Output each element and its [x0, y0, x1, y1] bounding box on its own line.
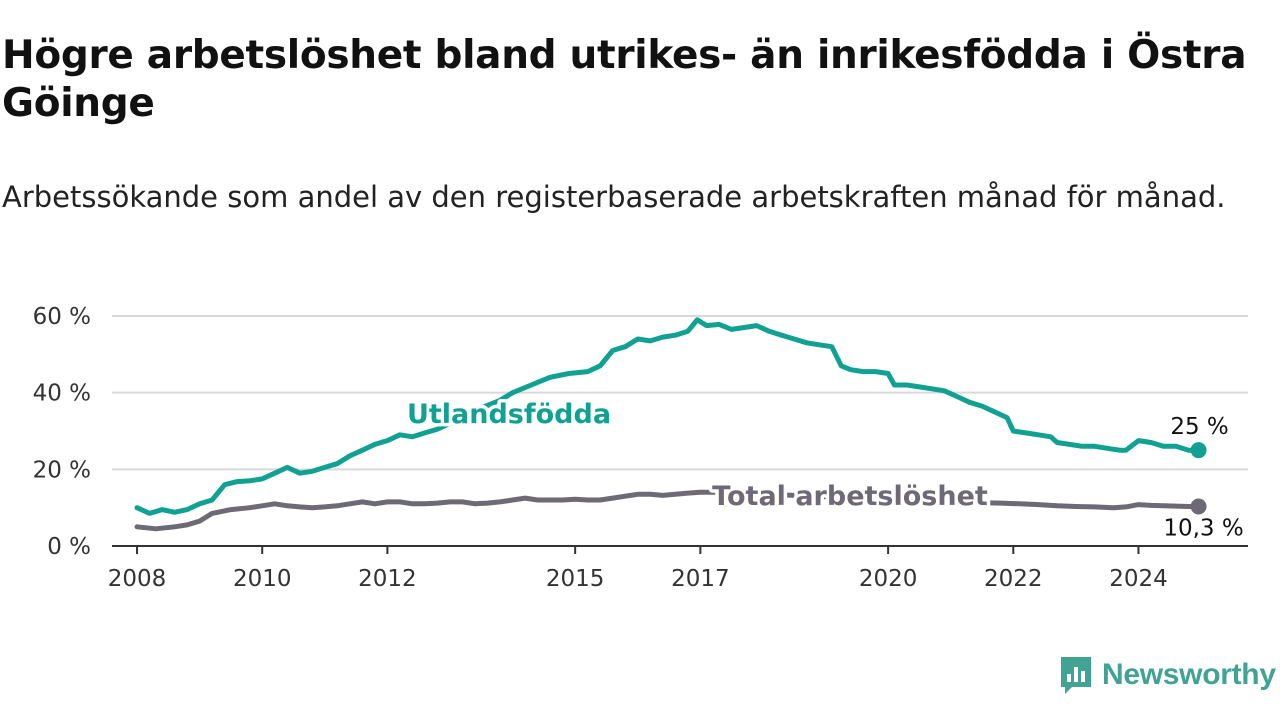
series-line-utlandsfodda — [134, 317, 1202, 516]
x-tick-label: 2024 — [1109, 566, 1168, 592]
series-label-total: Total arbetslöshet — [712, 481, 988, 512]
chart-title: Högre arbetslöshet bland utrikes- än inr… — [2, 33, 1247, 126]
newsworthy-logo-icon — [1061, 657, 1091, 694]
grid-lines — [112, 315, 1248, 471]
x-tick-label: 2010 — [233, 566, 292, 592]
x-tick-label: 2008 — [108, 566, 167, 592]
y-tick-label: 20 % — [33, 457, 91, 483]
y-axis-tick-labels: 0 % 20 % 40 % 60 % — [33, 304, 91, 560]
end-value-label-utlandsfodda: 25 % — [1170, 414, 1228, 440]
y-tick-label: 0 % — [47, 534, 91, 560]
y-tick-label: 60 % — [33, 304, 91, 330]
series-end-point-utlandsfodda — [1190, 442, 1207, 459]
series-end-point-total — [1190, 498, 1207, 515]
x-axis: 2008 2010 2012 2015 2017 2020 2022 2024 — [108, 545, 1248, 592]
x-tick-label: 2012 — [358, 566, 417, 592]
x-tick-label: 2022 — [984, 566, 1043, 592]
series-labels: 25 % 10,3 % Utlandsfödda Total arbetslöshet — [403, 396, 1243, 542]
series-lines — [134, 317, 1207, 532]
chart-subtitle: Arbetssökande som andel av den registerb… — [2, 180, 1226, 214]
series-label-utlandsfodda: Utlandsfödda — [407, 399, 611, 430]
y-tick-label: 40 % — [33, 381, 91, 407]
series-line-total — [134, 489, 1202, 532]
x-tick-label: 2020 — [859, 566, 918, 592]
end-value-label-total: 10,3 % — [1163, 516, 1243, 542]
line-chart: 0 % 20 % 40 % 60 % 2008 2010 2012 2015 2017 2020… — [33, 304, 1248, 592]
newsworthy-logo: Newsworthy — [1058, 654, 1276, 696]
x-tick-label: 2015 — [546, 566, 605, 592]
newsworthy-logo-text: Newsworthy — [1102, 658, 1276, 691]
x-tick-label: 2017 — [671, 566, 730, 592]
